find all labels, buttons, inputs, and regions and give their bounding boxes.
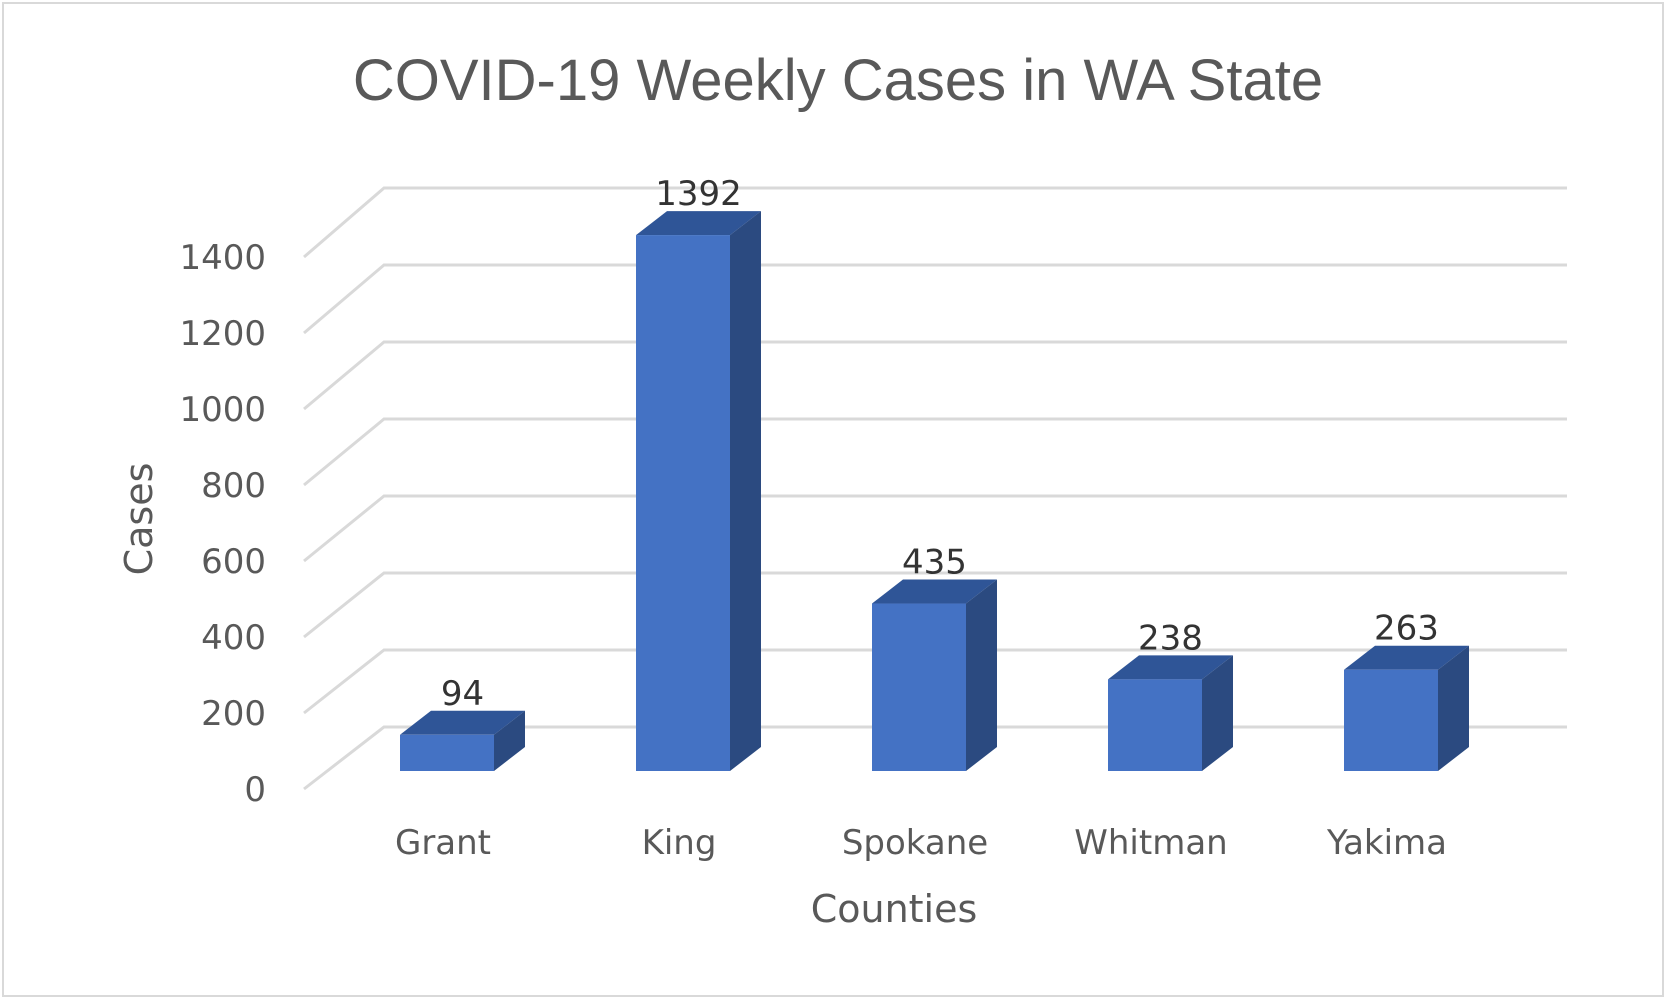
gridline [303, 494, 1567, 563]
gridline [303, 186, 1567, 259]
x-axis-title: Counties [811, 887, 978, 931]
x-tick-label: King [642, 823, 717, 863]
gridline [303, 263, 1567, 335]
data-label: 1392 [655, 174, 742, 214]
bars [400, 211, 1469, 771]
bar [400, 710, 525, 771]
bar-top-face [1344, 645, 1469, 670]
y-tick-label: 1400 [179, 238, 266, 278]
x-tick-label: Whitman [1074, 823, 1227, 863]
x-tick-label: Spokane [842, 823, 988, 863]
gridline [303, 340, 1567, 411]
gridlines [303, 186, 1567, 791]
bar-side-face [966, 579, 997, 771]
x-tick-label: Grant [395, 823, 491, 863]
x-axis-ticks: Grant King Spokane Whitman Yakima [395, 823, 1447, 863]
data-label: 94 [441, 674, 484, 714]
bar-front-face [1108, 679, 1202, 771]
gridline [303, 571, 1567, 639]
bar-top-face [1108, 655, 1233, 680]
gridline [303, 648, 1567, 715]
y-tick-label: 1200 [179, 314, 266, 354]
bar-side-face [730, 211, 761, 771]
bar [1344, 645, 1469, 771]
bar-side-face [1202, 655, 1233, 771]
bar [872, 579, 997, 771]
data-labels: 94 1392 435 238 263 [441, 174, 1439, 714]
bar-front-face [1344, 669, 1438, 771]
bar-top-face [400, 710, 525, 735]
bar-chart: 0 200 400 600 800 1000 1200 1400 Grant King Spoka… [117, 48, 1567, 931]
bar [636, 211, 761, 771]
bar-top-face [872, 579, 997, 604]
y-tick-label: 200 [201, 694, 266, 734]
chart-title: COVID-19 Weekly Cases in WA State [353, 48, 1323, 113]
y-axis-title: Cases [117, 463, 161, 576]
bar-front-face [636, 235, 730, 771]
bar-front-face [400, 734, 494, 771]
x-tick-label: Yakima [1326, 823, 1447, 863]
y-tick-label: 0 [244, 770, 266, 810]
bar [1108, 655, 1233, 771]
gridline [303, 417, 1567, 487]
data-label: 238 [1138, 618, 1203, 658]
data-label: 435 [902, 543, 967, 583]
bar-side-face [494, 710, 525, 771]
y-tick-label: 400 [201, 618, 266, 658]
y-axis-ticks: 0 200 400 600 800 1000 1200 1400 [179, 238, 266, 810]
y-tick-label: 600 [201, 542, 266, 582]
y-tick-label: 800 [201, 466, 266, 506]
bar-front-face [872, 603, 966, 771]
bar-side-face [1438, 645, 1469, 771]
bar-top-face [636, 211, 761, 236]
y-tick-label: 1000 [179, 390, 266, 430]
data-label: 263 [1374, 609, 1439, 649]
